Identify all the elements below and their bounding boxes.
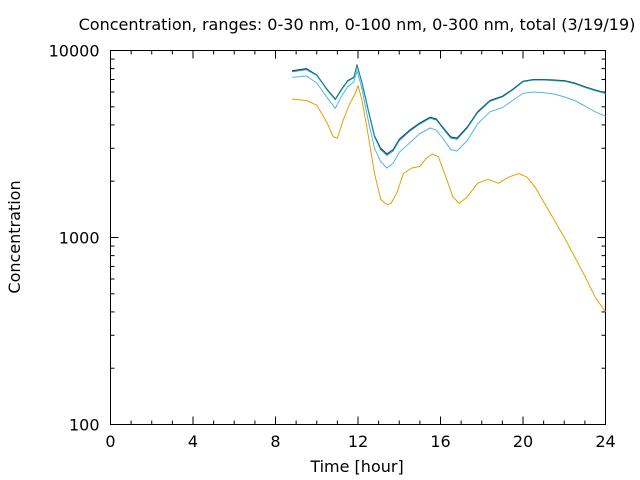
x-tick-label: 0 bbox=[105, 432, 115, 451]
x-axis: 0 4 8 12 16 20 24 bbox=[105, 50, 616, 451]
y-tick-label: 10000 bbox=[49, 42, 100, 61]
y-axis-label: Concentration bbox=[5, 180, 24, 293]
x-tick-label: 24 bbox=[595, 432, 615, 451]
chart-title: Concentration, ranges: 0-30 nm, 0-100 nm… bbox=[79, 15, 636, 34]
series-line-2 bbox=[291, 65, 606, 156]
series-line-4 bbox=[291, 85, 606, 313]
x-tick-label: 12 bbox=[348, 432, 368, 451]
y-axis: 100 1000 10000 bbox=[49, 42, 606, 435]
x-tick-label: 8 bbox=[270, 432, 280, 451]
y-tick-label: 1000 bbox=[59, 229, 100, 248]
series-layer bbox=[291, 64, 606, 313]
x-tick-label: 4 bbox=[188, 432, 198, 451]
series-line-3 bbox=[291, 70, 606, 169]
x-tick-label: 16 bbox=[430, 432, 450, 451]
x-axis-label: Time [hour] bbox=[309, 457, 403, 476]
x-tick-label: 20 bbox=[513, 432, 533, 451]
y-tick-label: 100 bbox=[69, 416, 100, 435]
plot-frame bbox=[110, 50, 606, 425]
plot-area bbox=[110, 50, 606, 425]
series-line-1 bbox=[291, 64, 606, 155]
